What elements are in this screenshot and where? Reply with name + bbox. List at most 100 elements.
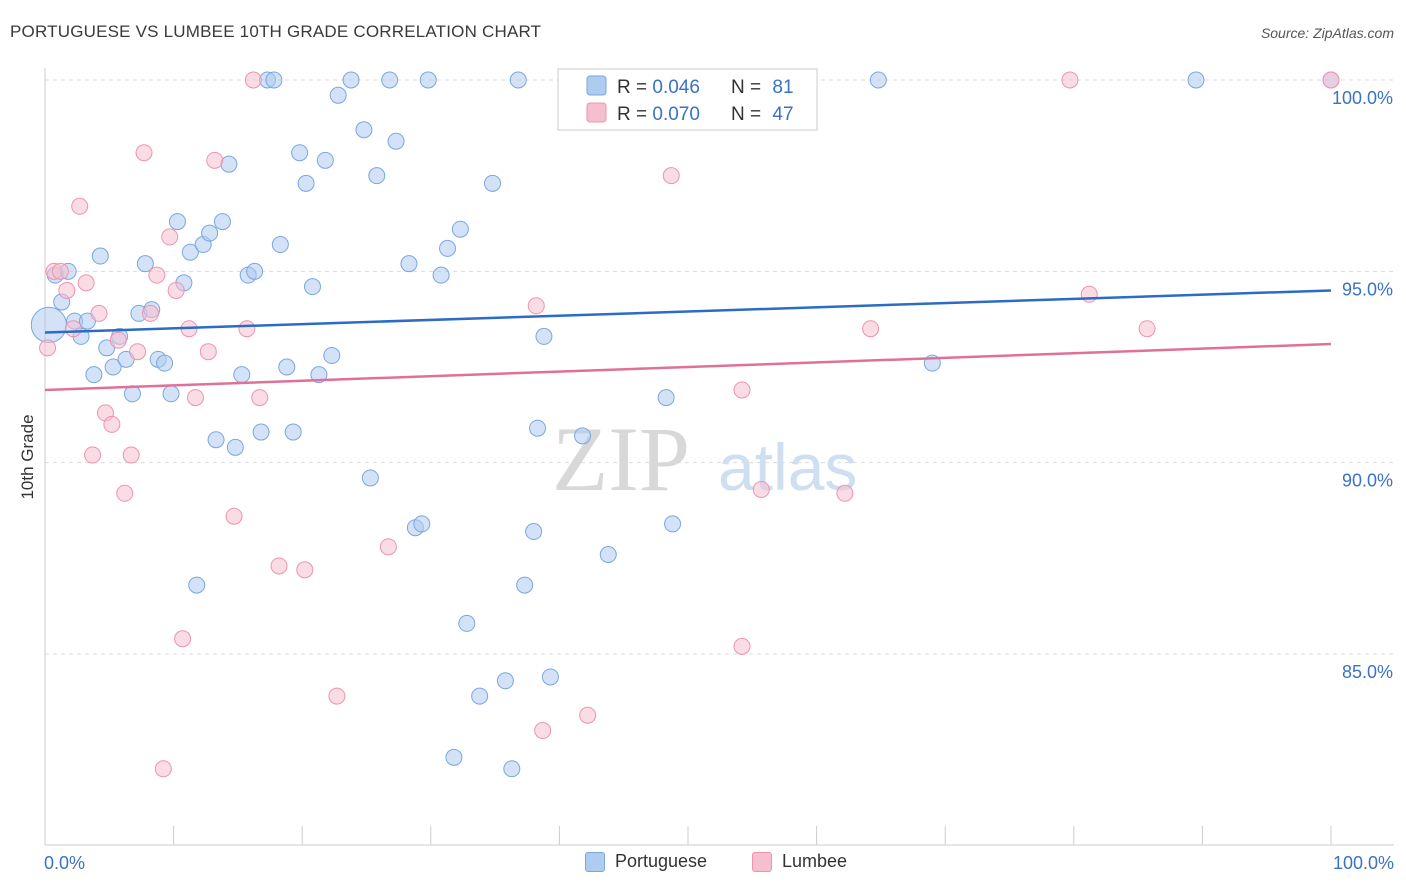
data-point-lumbee (527, 297, 545, 315)
data-point-portuguese (188, 576, 206, 594)
data-point-portuguese (869, 71, 887, 89)
legend-swatch-portuguese (586, 75, 607, 96)
data-point-lumbee (1061, 71, 1079, 89)
data-point-portuguese (284, 423, 302, 441)
data-point-lumbee (1080, 285, 1098, 303)
data-point-lumbee (752, 480, 770, 498)
data-point-portuguese (233, 366, 251, 384)
data-point-portuguese (303, 278, 321, 296)
legend-item-portuguese[interactable]: Portuguese (585, 851, 707, 872)
x-tick-label-min: 0.0% (44, 853, 85, 873)
data-point-lumbee (186, 389, 204, 407)
data-point-lumbee (238, 320, 256, 338)
legend-swatch-lumbee (586, 102, 607, 123)
data-point-portuguese (265, 71, 283, 89)
data-point-portuguese (484, 174, 502, 192)
data-point-portuguese (323, 347, 341, 365)
data-point-portuguese (252, 423, 270, 441)
data-point-portuguese (162, 385, 180, 403)
data-point-lumbee (58, 281, 76, 299)
watermark-atlas: atlas (718, 430, 857, 504)
watermark-zip: ZIP (552, 408, 690, 510)
data-point-portuguese (246, 262, 264, 280)
data-point-portuguese (657, 389, 675, 407)
data-point-portuguese (535, 327, 553, 345)
trend-line-lumbee (44, 342, 1332, 392)
data-point-lumbee (39, 339, 57, 357)
data-point-portuguese (381, 71, 399, 89)
data-point-portuguese (342, 71, 360, 89)
y-tick-label: 100.0% (1332, 88, 1393, 108)
trend-lines (44, 289, 1332, 392)
data-point-lumbee (129, 343, 147, 361)
data-point-portuguese (458, 614, 476, 632)
data-point-portuguese (368, 167, 386, 185)
data-point-portuguese (316, 151, 334, 169)
data-point-lumbee (90, 304, 108, 322)
axes (44, 68, 1394, 846)
legend-label-lumbee: Lumbee (782, 851, 848, 871)
data-point-lumbee (161, 228, 179, 246)
data-point-portuguese (541, 668, 559, 686)
data-point-lumbee (662, 167, 680, 185)
data-point-lumbee (1322, 71, 1340, 89)
series-portuguese (30, 71, 1340, 778)
data-point-portuguese (181, 243, 199, 261)
data-point-lumbee (71, 197, 89, 215)
legend-item-lumbee[interactable]: Lumbee (752, 851, 847, 872)
data-point-lumbee (733, 381, 751, 399)
y-tick-label: 90.0% (1342, 471, 1393, 491)
data-point-lumbee (1138, 320, 1156, 338)
data-point-portuguese (136, 255, 154, 273)
data-point-lumbee (51, 262, 69, 280)
data-point-portuguese (85, 366, 103, 384)
data-point-portuguese (516, 576, 534, 594)
data-point-lumbee (77, 274, 95, 292)
data-point-portuguese (355, 121, 373, 139)
legend-n-value: 81 (772, 77, 793, 98)
data-point-lumbee (199, 343, 217, 361)
data-point-lumbee (122, 446, 140, 464)
data-point-portuguese (439, 239, 457, 257)
data-point-lumbee (103, 415, 121, 433)
data-point-lumbee (109, 331, 127, 349)
data-point-portuguese (220, 155, 238, 173)
data-point-lumbee (296, 561, 314, 579)
bottom-legend: Portuguese Lumbee (0, 851, 1406, 877)
data-point-lumbee (206, 151, 224, 169)
data-point-portuguese (168, 213, 186, 231)
data-point-portuguese (413, 515, 431, 533)
data-point-lumbee (270, 557, 288, 575)
data-point-portuguese (503, 760, 521, 778)
data-point-lumbee (116, 484, 134, 502)
data-point-portuguese (361, 469, 379, 487)
data-point-portuguese (445, 748, 463, 766)
data-point-lumbee (174, 630, 192, 648)
data-point-portuguese (525, 523, 543, 541)
data-point-lumbee (836, 484, 854, 502)
data-point-lumbee (84, 446, 102, 464)
x-tick-label-max: 100.0% (1333, 853, 1394, 873)
data-point-lumbee (154, 760, 172, 778)
data-point-portuguese (278, 358, 296, 376)
trend-line-portuguese (44, 289, 1332, 334)
legend-n-label: N = (731, 104, 766, 125)
data-point-lumbee (733, 637, 751, 655)
data-point-lumbee (167, 281, 185, 299)
data-point-lumbee (135, 144, 153, 162)
chart-title: PORTUGUESE VS LUMBEE 10TH GRADE CORRELAT… (10, 22, 542, 41)
data-point-portuguese (226, 438, 244, 456)
y-tick-label: 95.0% (1342, 279, 1393, 299)
data-point-portuguese (213, 213, 231, 231)
data-point-lumbee (251, 389, 269, 407)
series-lumbee (39, 71, 1340, 778)
data-point-lumbee (148, 266, 166, 284)
legend-label-portuguese: Portuguese (615, 851, 708, 871)
data-point-lumbee (534, 722, 552, 740)
data-point-portuguese (509, 71, 527, 89)
data-point-lumbee (244, 71, 262, 89)
data-point-portuguese (599, 546, 617, 564)
data-point-portuguese (496, 672, 514, 690)
data-point-lumbee (579, 706, 597, 724)
data-point-portuguese (310, 366, 328, 384)
